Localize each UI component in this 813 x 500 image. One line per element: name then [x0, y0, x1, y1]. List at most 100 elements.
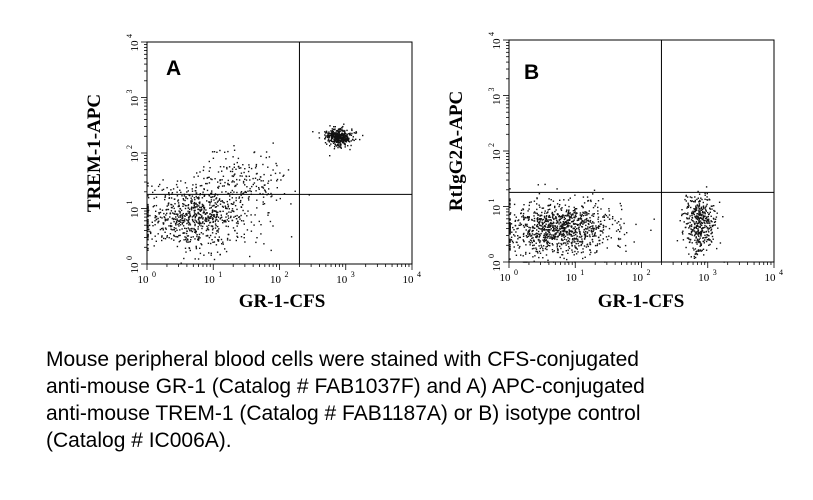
data-point	[246, 215, 248, 217]
data-point	[589, 235, 591, 238]
data-point	[225, 191, 227, 193]
data-point	[690, 232, 693, 234]
data-point	[713, 205, 715, 207]
data-point	[195, 247, 198, 250]
data-point	[254, 214, 256, 216]
data-point	[272, 169, 274, 171]
data-point	[590, 199, 592, 201]
data-point	[179, 189, 181, 191]
data-point	[552, 226, 555, 228]
data-point	[550, 228, 552, 230]
data-point	[276, 164, 278, 167]
data-point	[570, 235, 572, 237]
data-point	[577, 238, 579, 241]
data-point	[342, 130, 344, 133]
data-point	[544, 248, 547, 250]
data-point	[341, 141, 344, 143]
data-point	[555, 222, 558, 224]
data-point	[190, 230, 193, 232]
data-point	[195, 213, 198, 216]
data-point	[182, 203, 184, 205]
data-point	[562, 239, 564, 241]
data-point	[215, 210, 217, 212]
data-point	[600, 223, 602, 225]
data-point	[538, 233, 541, 236]
data-point	[191, 188, 193, 190]
data-point	[341, 138, 343, 140]
data-point	[237, 157, 240, 160]
data-point	[567, 210, 570, 212]
data-point	[221, 200, 223, 202]
data-point	[225, 213, 228, 215]
data-point	[240, 220, 243, 222]
data-point	[705, 249, 708, 251]
data-point	[570, 216, 572, 218]
data-point	[344, 144, 346, 146]
data-point	[151, 238, 153, 240]
data-point	[170, 189, 172, 191]
data-point	[538, 240, 540, 242]
data-point	[339, 140, 341, 143]
data-point	[687, 206, 690, 208]
data-point	[193, 213, 196, 215]
data-point	[331, 135, 333, 137]
data-point	[708, 238, 710, 240]
data-point	[693, 230, 696, 232]
data-point	[164, 238, 167, 240]
data-point	[212, 215, 215, 217]
data-point	[147, 212, 149, 214]
data-point	[575, 233, 577, 236]
data-point	[147, 197, 150, 199]
data-point	[209, 217, 211, 219]
data-point	[577, 240, 579, 242]
data-point	[540, 218, 542, 220]
data-point	[231, 181, 233, 183]
data-point	[574, 223, 577, 225]
data-point	[710, 205, 713, 207]
data-point	[191, 206, 193, 208]
data-point	[617, 229, 619, 231]
data-point	[544, 219, 547, 222]
data-point	[230, 203, 233, 205]
data-point	[538, 204, 540, 206]
data-point	[574, 228, 577, 231]
data-point	[603, 215, 605, 217]
data-point	[560, 224, 562, 227]
data-point	[239, 175, 241, 177]
data-point	[244, 190, 247, 193]
data-point	[342, 133, 344, 135]
data-point	[694, 201, 696, 203]
data-point	[556, 236, 558, 238]
data-point	[694, 233, 697, 235]
data-point	[147, 210, 149, 213]
data-point	[553, 228, 555, 230]
data-point	[258, 178, 261, 180]
data-point	[189, 249, 191, 252]
data-point	[195, 192, 198, 194]
data-point	[570, 242, 573, 244]
data-point	[227, 150, 229, 153]
data-point	[573, 234, 575, 237]
data-point	[696, 232, 698, 235]
data-point	[515, 231, 517, 233]
data-point	[225, 225, 227, 227]
data-point	[563, 218, 565, 221]
data-point	[327, 135, 329, 137]
data-point	[690, 206, 692, 209]
data-point	[703, 237, 705, 239]
data-point	[526, 261, 528, 263]
data-point	[546, 212, 548, 214]
data-point	[529, 233, 531, 235]
data-point	[218, 185, 220, 188]
data-point	[227, 206, 229, 208]
data-point	[608, 210, 610, 212]
data-point	[201, 197, 204, 199]
data-point	[708, 227, 711, 230]
data-point	[704, 219, 706, 222]
data-point	[617, 244, 619, 247]
data-point	[604, 261, 606, 263]
data-point	[708, 222, 710, 224]
data-point	[543, 238, 546, 241]
data-point	[690, 225, 693, 228]
data-point	[561, 216, 564, 218]
